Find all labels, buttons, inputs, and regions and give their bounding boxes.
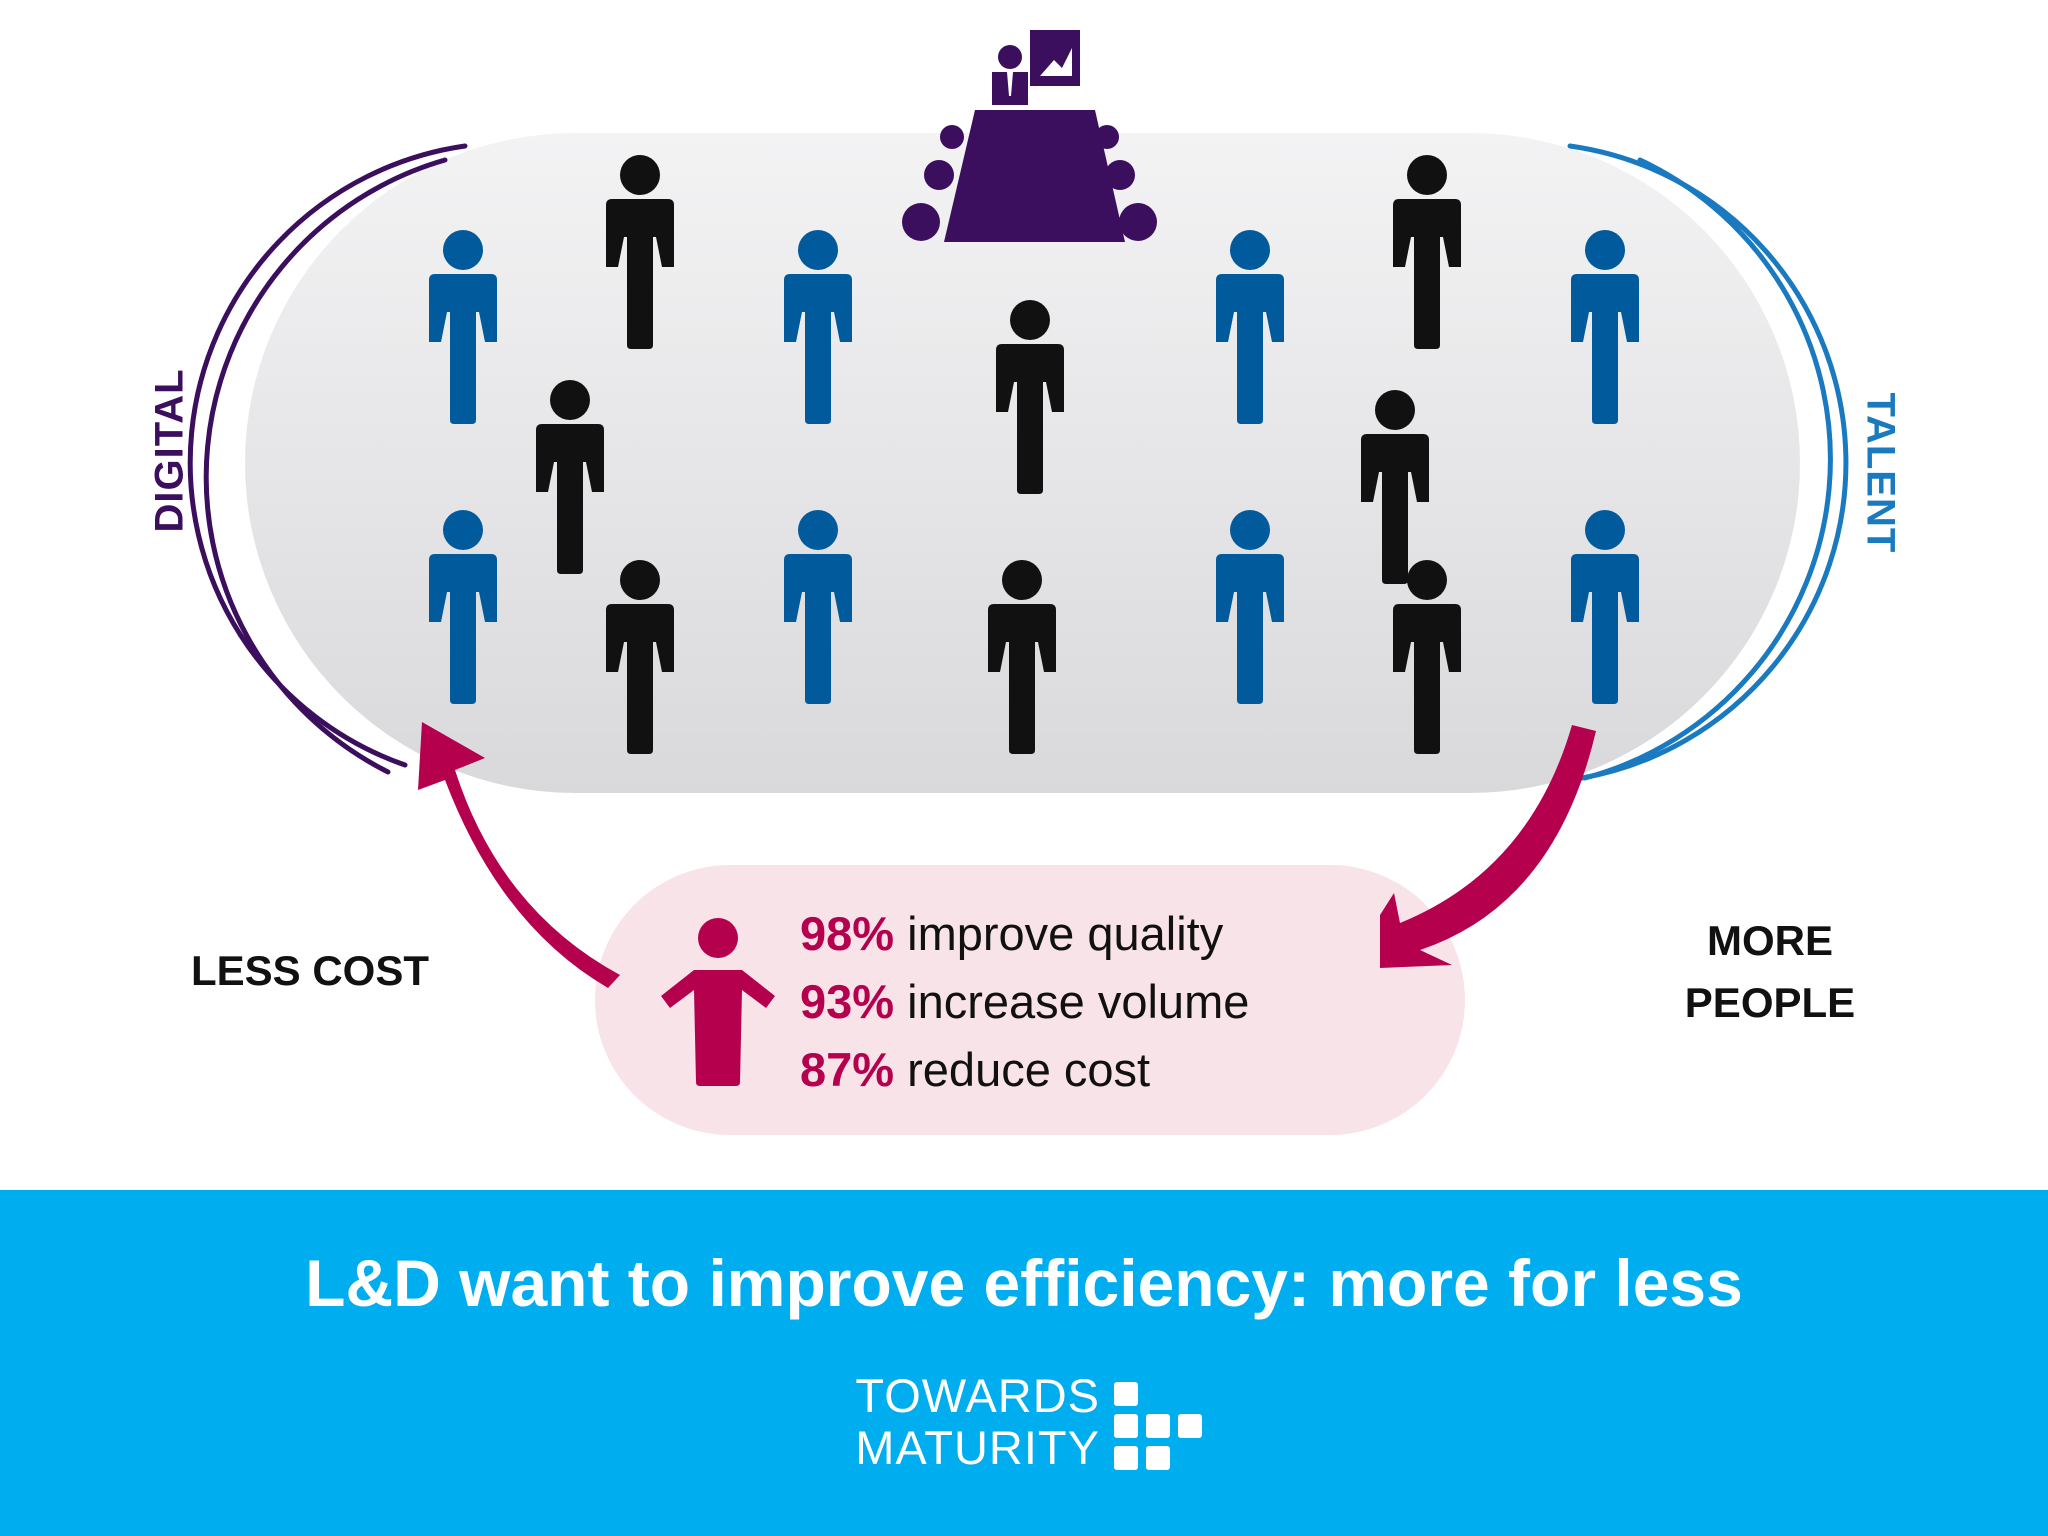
stat-text: improve quality	[907, 907, 1224, 960]
more-people-line-1: MORE	[1707, 917, 1833, 964]
learning-efficiency-diagram	[187, 30, 1849, 1135]
brand-line-2: MATURITY	[855, 1421, 1100, 1474]
talent-label: TALENT	[1858, 392, 1903, 554]
headline: L&D want to improve efficiency: more for…	[305, 1246, 1743, 1320]
stat-text: increase volume	[907, 975, 1250, 1028]
digital-label: DIGITAL	[147, 368, 192, 533]
footer-banner: L&D want to improve efficiency: more for…	[0, 1190, 2048, 1536]
right-cycle-arrow	[1380, 725, 1596, 968]
presentation-board	[1030, 30, 1080, 86]
conference-table	[944, 110, 1125, 242]
left-cycle-arrow	[418, 722, 620, 988]
stat-percent: 98%	[800, 907, 895, 960]
stat-percent: 87%	[800, 1043, 895, 1096]
stat-percent: 93%	[800, 975, 895, 1028]
pink-person-icon	[661, 918, 775, 1086]
stat-text: reduce cost	[907, 1043, 1151, 1096]
less-cost-label: LESS COST	[190, 947, 430, 994]
stat-row-volume: 93% increase volume	[800, 968, 1360, 1036]
talent-arc-icon	[1567, 143, 1849, 781]
digital-arc-icon	[187, 143, 468, 775]
presenter-at-board-icon	[902, 30, 1157, 242]
brand-logo: TOWARDS MATURITY	[830, 1370, 1250, 1480]
square-blocks-logo-icon	[1114, 1382, 1202, 1470]
stat-row-quality: 98% improve quality	[800, 900, 1360, 968]
curved-arrow-icon	[418, 722, 1596, 988]
stat-row-cost: 87% reduce cost	[800, 1036, 1360, 1104]
more-people-label: MORE PEOPLE	[1640, 910, 1900, 1034]
summary-pill	[595, 865, 1465, 1135]
more-people-line-2: PEOPLE	[1684, 979, 1856, 1026]
brand-wordmark: TOWARDS MATURITY	[830, 1370, 1100, 1474]
presenter-head	[998, 45, 1022, 69]
brand-line-1: TOWARDS	[855, 1369, 1100, 1422]
stats-list: 98% improve quality 93% increase volume …	[800, 900, 1360, 1104]
